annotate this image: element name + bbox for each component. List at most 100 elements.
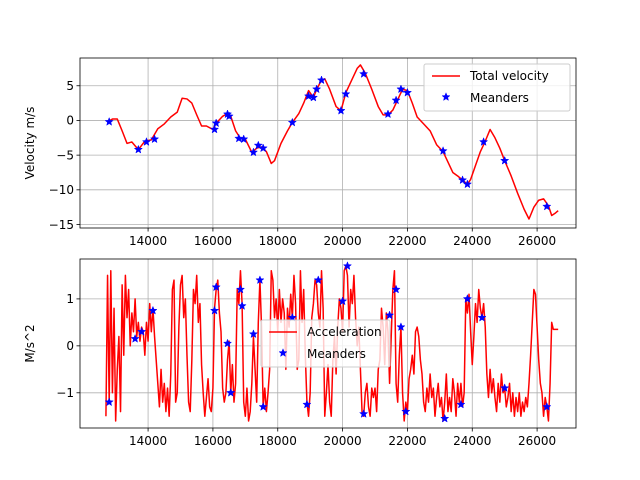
meander-point (336, 105, 346, 115)
meander-point (226, 387, 236, 397)
x-tick-label: 22000 (388, 234, 426, 248)
meander-point (234, 133, 244, 143)
meander-point (457, 175, 468, 185)
y-tick-label: −5 (56, 148, 74, 162)
meander-point (313, 275, 323, 285)
meander-point (542, 401, 552, 411)
acceleration-y-ticks: −1 0 1 (56, 292, 80, 400)
meander-point (211, 118, 221, 128)
velocity-subplot: 14000 16000 18000 20000 22000 24000 26000 −15−… (23, 57, 577, 248)
y-tick-label: 0 (66, 114, 74, 128)
x-tick-label: 26000 (518, 234, 556, 248)
acceleration-legend: Acceleration Meanders (260, 319, 391, 368)
y-tick-label: 1 (66, 292, 74, 306)
velocity-x-ticks: 14000 16000 18000 20000 22000 24000 26000 (129, 228, 556, 248)
meander-point (258, 143, 268, 153)
meander-point (255, 275, 265, 285)
meander-point (141, 137, 152, 146)
meander-point (287, 312, 297, 322)
y-tick-label: 5 (66, 79, 74, 93)
meander-point (384, 310, 395, 320)
velocity-y-axis-label: Velocity m/s (23, 107, 37, 180)
meander-point (462, 179, 473, 189)
meander-point (311, 84, 322, 94)
meander-point (302, 399, 312, 409)
velocity-legend-label-meanders: Meanders (470, 91, 529, 105)
x-tick-label: 26000 (518, 434, 556, 448)
velocity-legend-box (423, 63, 571, 112)
meander-point (104, 116, 114, 126)
meander-point (462, 294, 473, 303)
meander-point (253, 140, 263, 150)
velocity-meander-markers (104, 69, 552, 211)
meander-point (396, 322, 406, 332)
meander-point (456, 399, 466, 409)
legend-marker-star (441, 92, 451, 101)
meander-point (383, 109, 393, 119)
meander-point (224, 111, 234, 121)
y-tick-label: −1 (56, 386, 74, 400)
meander-point (359, 69, 369, 78)
meander-point (391, 284, 401, 294)
meander-point (359, 409, 369, 418)
meander-point (477, 312, 487, 322)
acceleration-axes-frame (79, 258, 577, 429)
series-line-path (107, 64, 559, 220)
x-tick-label: 14000 (129, 434, 167, 448)
x-tick-label: 20000 (323, 234, 361, 248)
meander-point (248, 329, 259, 339)
meander-point (209, 305, 220, 315)
meander-point (391, 95, 401, 105)
x-tick-label: 16000 (194, 234, 232, 248)
meander-point (133, 144, 144, 154)
y-tick-label: −10 (49, 183, 74, 197)
meander-point (130, 333, 140, 343)
meander-point (149, 134, 160, 144)
velocity-series-line (107, 64, 559, 220)
acceleration-legend-marker-sample (278, 348, 288, 357)
acceleration-subplot: 14000 16000 18000 20000 22000 24000 26000 −1 0 1… (23, 258, 577, 448)
velocity-legend-label-total-velocity: Total velocity (469, 69, 549, 83)
meander-point (287, 117, 297, 127)
acceleration-meander-markers (104, 261, 552, 423)
meander-point (258, 401, 268, 411)
meander-point (209, 124, 220, 134)
x-tick-label: 22000 (388, 434, 426, 448)
meander-point (401, 406, 411, 416)
acceleration-legend-label-acceleration: Acceleration (307, 325, 382, 339)
meander-point (337, 296, 348, 306)
x-tick-label: 24000 (453, 434, 491, 448)
acceleration-y-axis-label: M/s^2 (23, 324, 37, 362)
meander-point (500, 155, 510, 165)
meander-point (104, 397, 114, 407)
meander-point (148, 305, 158, 315)
meander-point (342, 261, 353, 271)
meander-point (478, 137, 489, 146)
meander-point (316, 75, 327, 85)
acceleration-legend-label-meanders: Meanders (307, 347, 366, 361)
velocity-axes-frame (79, 57, 577, 229)
meander-point (222, 338, 233, 348)
meander-point (341, 89, 351, 99)
y-tick-label: −15 (49, 218, 74, 232)
meander-point (237, 301, 247, 310)
meander-point (303, 91, 314, 101)
meander-point (396, 84, 406, 94)
acceleration-x-ticks: 14000 16000 18000 20000 22000 24000 26000 (129, 428, 556, 448)
x-tick-label: 24000 (453, 234, 491, 248)
meander-point (402, 87, 413, 97)
y-tick-label: 0 (66, 339, 74, 353)
legend-marker-star (278, 348, 288, 357)
x-tick-label: 18000 (259, 234, 297, 248)
velocity-legend-marker-sample (441, 92, 451, 101)
meander-point (239, 134, 249, 144)
x-tick-label: 20000 (323, 434, 361, 448)
meander-point (440, 413, 450, 423)
meander-point (500, 383, 510, 393)
velocity-legend: Total velocity Meanders (423, 63, 571, 112)
meander-point (235, 284, 246, 294)
meander-point (248, 147, 259, 157)
x-tick-label: 18000 (259, 434, 297, 448)
meander-point (211, 282, 221, 292)
